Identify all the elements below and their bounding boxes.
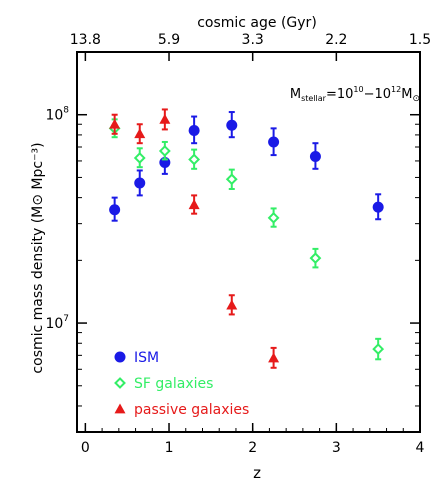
y-tick-base: 10 — [45, 108, 63, 124]
x-tick-label: 4 — [416, 440, 425, 456]
annotation-exp2: 12 — [391, 85, 401, 94]
annotation-dash10: −10 — [364, 87, 391, 102]
mass-range-annotation: Mstellar=1010−1012M⊙ — [290, 85, 420, 104]
point-passive-galaxies — [226, 299, 238, 310]
point-passive-galaxies — [134, 128, 146, 139]
point-ism — [134, 177, 146, 189]
top-axis-label: cosmic age (Gyr) — [197, 15, 317, 31]
annotation-exp1: 10 — [353, 85, 363, 94]
legend-label-passive-galaxies: passive galaxies — [134, 402, 249, 418]
x-tick-label: 2 — [248, 440, 257, 456]
top-tick-label: 5.9 — [158, 32, 180, 48]
annotation-m: M — [290, 87, 301, 102]
point-passive-galaxies — [188, 199, 200, 210]
top-tick-label: 2.2 — [325, 32, 347, 48]
top-tick-label: 1.5 — [409, 32, 431, 48]
point-ism — [188, 124, 200, 136]
y-tick-label: 108 — [45, 106, 69, 124]
legend-label-sf-galaxies: SF galaxies — [134, 376, 213, 392]
y-axis-label: cosmic mass density (M⊙ Mpc⁻³) — [30, 142, 46, 373]
point-passive-galaxies — [268, 352, 280, 363]
point-sf-galaxies — [188, 153, 201, 166]
x-tick-label: 3 — [332, 440, 341, 456]
annotation-stellar: stellar — [301, 94, 327, 103]
x-tick-label: 1 — [165, 440, 174, 456]
y-tick-label: 107 — [45, 314, 69, 332]
point-sf-galaxies — [309, 252, 322, 265]
point-sf-galaxies — [225, 173, 238, 186]
point-sf-galaxies — [267, 211, 280, 224]
legend-marker-ism — [114, 351, 126, 363]
plot-frame — [76, 51, 421, 433]
x-tick-label: 0 — [81, 440, 90, 456]
point-ism — [226, 119, 238, 131]
point-ism — [372, 201, 384, 213]
y-tick-exp: 7 — [63, 314, 69, 324]
y-tick-exp: 8 — [63, 106, 69, 116]
top-tick-label: 13.8 — [70, 32, 101, 48]
point-ism — [268, 136, 280, 148]
y-tick-base: 10 — [45, 316, 63, 332]
annotation-eq10: =10 — [326, 87, 353, 102]
point-sf-galaxies — [372, 343, 385, 356]
x-axis-label: z — [253, 464, 261, 482]
point-passive-galaxies — [109, 118, 121, 129]
annotation-msun: M — [401, 87, 412, 102]
point-sf-galaxies — [158, 145, 171, 157]
top-tick-label: 3.3 — [242, 32, 264, 48]
legend-marker-passive-galaxies — [114, 403, 126, 414]
point-ism — [309, 151, 321, 163]
annotation-odot: ⊙ — [412, 94, 420, 104]
point-passive-galaxies — [159, 113, 171, 124]
point-sf-galaxies — [133, 152, 146, 164]
point-ism — [109, 204, 121, 216]
legend-label-ism: ISM — [134, 350, 159, 366]
legend-marker-sf-galaxies — [114, 377, 126, 389]
